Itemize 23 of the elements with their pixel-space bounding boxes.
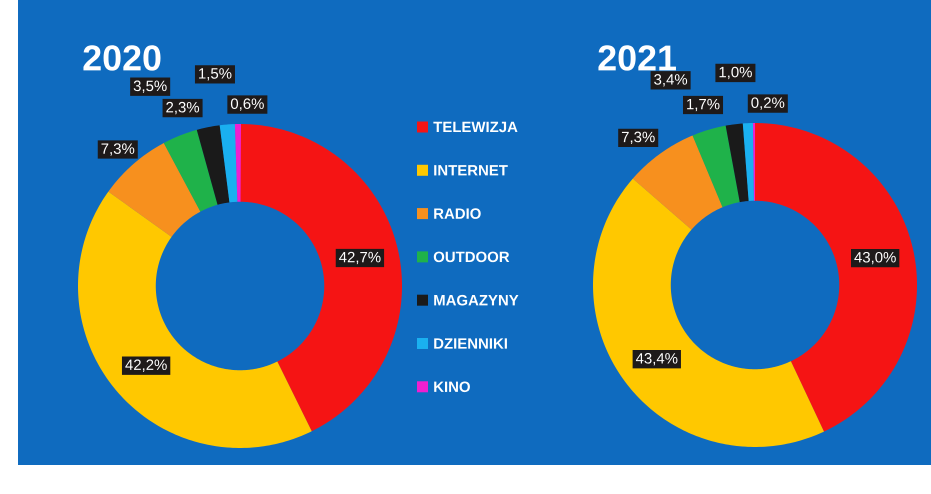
data-label: 7,3%: [102, 143, 134, 156]
chart-title: 2021: [598, 45, 676, 71]
legend-label: DZIENNIKI: [434, 338, 507, 349]
legend-label: KINO: [434, 381, 470, 392]
data-label: 0,6%: [230, 98, 264, 111]
data-label: 43,4%: [636, 353, 678, 366]
legend-label: MAGAZYNY: [434, 294, 518, 306]
data-label: 42,7%: [339, 252, 381, 264]
data-label: 3,4%: [654, 74, 688, 86]
legend-label: RADIO: [434, 208, 481, 219]
data-label: 7,3%: [622, 132, 655, 144]
data-label: 1,5%: [199, 68, 232, 80]
data-label: 1,0%: [720, 66, 752, 80]
data-label: 2,3%: [166, 102, 200, 114]
legend-label: OUTDOOR: [434, 252, 510, 262]
data-label: 42,2%: [125, 359, 167, 372]
chart-title: 2020: [83, 45, 160, 71]
legend-label: INTERNET: [434, 165, 508, 176]
data-label: 1,7%: [687, 98, 720, 112]
legend-label: TELEWIZJA: [433, 122, 518, 132]
data-label: 3,5%: [134, 80, 167, 93]
data-label: 43,0%: [854, 252, 896, 264]
data-label: 0,2%: [751, 97, 784, 110]
